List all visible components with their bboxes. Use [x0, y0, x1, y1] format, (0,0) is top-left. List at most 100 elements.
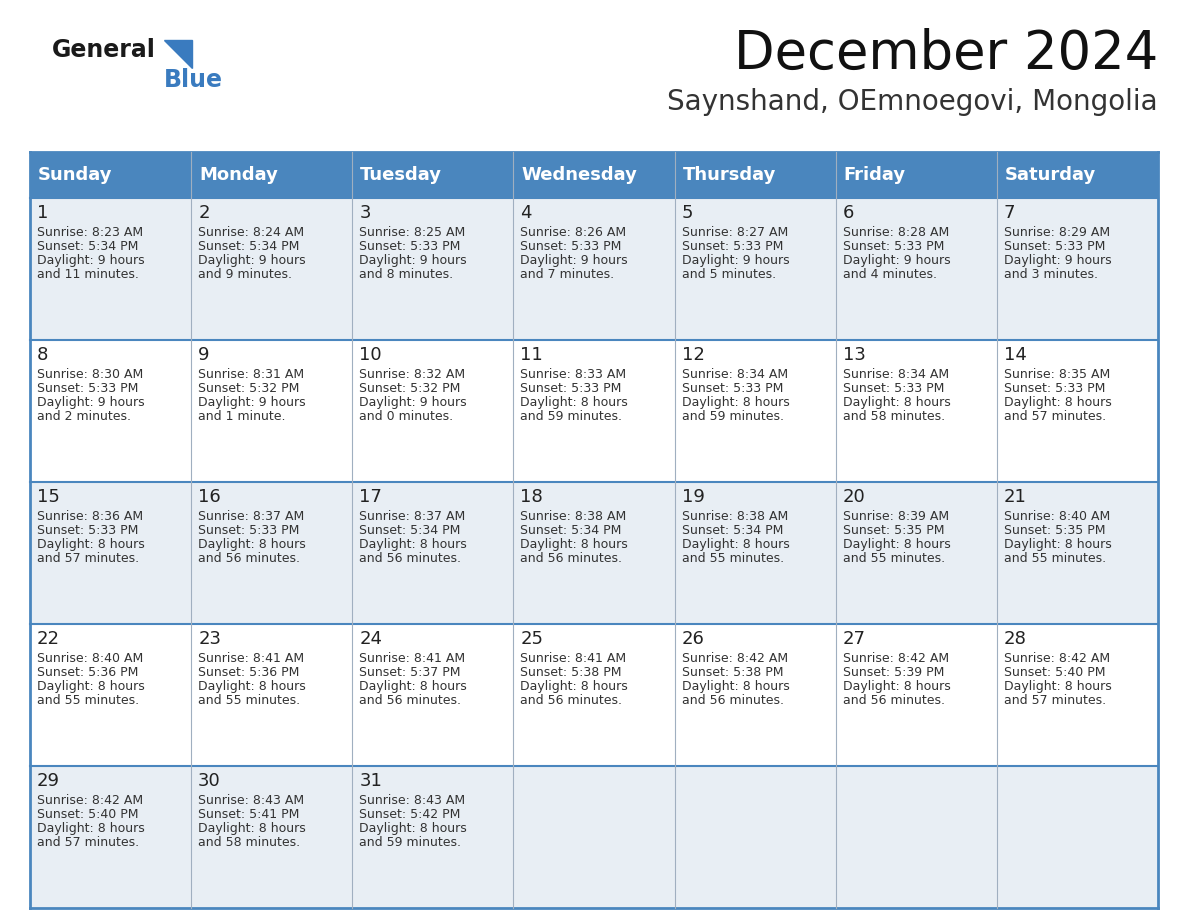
Text: Daylight: 8 hours: Daylight: 8 hours — [682, 680, 789, 693]
Text: Sunset: 5:33 PM: Sunset: 5:33 PM — [682, 240, 783, 253]
Text: 22: 22 — [37, 630, 61, 648]
Text: Sunrise: 8:33 AM: Sunrise: 8:33 AM — [520, 368, 626, 381]
Text: and 56 minutes.: and 56 minutes. — [359, 552, 461, 565]
Text: Daylight: 9 hours: Daylight: 9 hours — [198, 254, 305, 267]
Text: Sunset: 5:36 PM: Sunset: 5:36 PM — [198, 666, 299, 679]
Text: Sunset: 5:35 PM: Sunset: 5:35 PM — [1004, 524, 1105, 537]
Text: Sunset: 5:34 PM: Sunset: 5:34 PM — [359, 524, 461, 537]
Text: and 59 minutes.: and 59 minutes. — [520, 409, 623, 423]
Text: and 59 minutes.: and 59 minutes. — [682, 409, 784, 423]
Text: Sunset: 5:37 PM: Sunset: 5:37 PM — [359, 666, 461, 679]
Bar — [30, 340, 1158, 482]
Text: Sunrise: 8:34 AM: Sunrise: 8:34 AM — [842, 368, 949, 381]
Text: Sunrise: 8:42 AM: Sunrise: 8:42 AM — [37, 794, 143, 807]
Bar — [30, 482, 1158, 624]
Text: Sunrise: 8:37 AM: Sunrise: 8:37 AM — [359, 510, 466, 523]
Text: Friday: Friday — [843, 166, 905, 184]
Text: Daylight: 8 hours: Daylight: 8 hours — [37, 822, 145, 834]
Text: Sunset: 5:33 PM: Sunset: 5:33 PM — [1004, 240, 1105, 253]
Text: Sunrise: 8:41 AM: Sunrise: 8:41 AM — [359, 652, 466, 665]
Text: and 55 minutes.: and 55 minutes. — [37, 694, 139, 707]
Text: and 7 minutes.: and 7 minutes. — [520, 268, 614, 281]
Text: Sunset: 5:33 PM: Sunset: 5:33 PM — [520, 240, 621, 253]
Text: 13: 13 — [842, 346, 866, 364]
Text: Sunset: 5:33 PM: Sunset: 5:33 PM — [682, 382, 783, 395]
Text: Daylight: 9 hours: Daylight: 9 hours — [359, 254, 467, 267]
Text: Sunset: 5:33 PM: Sunset: 5:33 PM — [842, 240, 944, 253]
Text: 10: 10 — [359, 346, 381, 364]
Text: and 56 minutes.: and 56 minutes. — [842, 694, 944, 707]
Text: Sunset: 5:32 PM: Sunset: 5:32 PM — [359, 382, 461, 395]
Text: Daylight: 9 hours: Daylight: 9 hours — [1004, 254, 1112, 267]
Text: Daylight: 9 hours: Daylight: 9 hours — [520, 254, 628, 267]
Text: Thursday: Thursday — [683, 166, 776, 184]
Text: Tuesday: Tuesday — [360, 166, 442, 184]
Text: and 0 minutes.: and 0 minutes. — [359, 409, 454, 423]
Text: Saynshand, OEmnoegovi, Mongolia: Saynshand, OEmnoegovi, Mongolia — [668, 88, 1158, 116]
Text: Sunrise: 8:28 AM: Sunrise: 8:28 AM — [842, 226, 949, 239]
Text: Sunrise: 8:24 AM: Sunrise: 8:24 AM — [198, 226, 304, 239]
Text: 5: 5 — [682, 204, 693, 222]
Text: Sunrise: 8:32 AM: Sunrise: 8:32 AM — [359, 368, 466, 381]
Text: 25: 25 — [520, 630, 543, 648]
Text: Sunset: 5:33 PM: Sunset: 5:33 PM — [842, 382, 944, 395]
Bar — [30, 624, 1158, 766]
Text: Sunset: 5:33 PM: Sunset: 5:33 PM — [37, 524, 138, 537]
Text: Sunset: 5:34 PM: Sunset: 5:34 PM — [520, 524, 621, 537]
Text: Sunset: 5:38 PM: Sunset: 5:38 PM — [682, 666, 783, 679]
Text: 14: 14 — [1004, 346, 1026, 364]
Text: 2: 2 — [198, 204, 209, 222]
Text: 27: 27 — [842, 630, 866, 648]
Text: Sunset: 5:33 PM: Sunset: 5:33 PM — [37, 382, 138, 395]
Text: Sunset: 5:40 PM: Sunset: 5:40 PM — [37, 808, 139, 821]
Text: Daylight: 8 hours: Daylight: 8 hours — [1004, 680, 1112, 693]
Text: Daylight: 8 hours: Daylight: 8 hours — [1004, 396, 1112, 409]
Text: Sunrise: 8:40 AM: Sunrise: 8:40 AM — [37, 652, 144, 665]
Text: Sunset: 5:33 PM: Sunset: 5:33 PM — [1004, 382, 1105, 395]
Text: Sunrise: 8:41 AM: Sunrise: 8:41 AM — [198, 652, 304, 665]
Text: and 55 minutes.: and 55 minutes. — [842, 552, 944, 565]
Text: Sunrise: 8:38 AM: Sunrise: 8:38 AM — [682, 510, 788, 523]
Text: Sunrise: 8:27 AM: Sunrise: 8:27 AM — [682, 226, 788, 239]
Text: Daylight: 8 hours: Daylight: 8 hours — [842, 680, 950, 693]
Text: Daylight: 8 hours: Daylight: 8 hours — [198, 680, 305, 693]
Text: Daylight: 9 hours: Daylight: 9 hours — [37, 254, 145, 267]
Text: Sunset: 5:32 PM: Sunset: 5:32 PM — [198, 382, 299, 395]
Text: 23: 23 — [198, 630, 221, 648]
Text: 8: 8 — [37, 346, 49, 364]
Text: and 55 minutes.: and 55 minutes. — [1004, 552, 1106, 565]
Text: Sunrise: 8:36 AM: Sunrise: 8:36 AM — [37, 510, 143, 523]
Text: Sunset: 5:33 PM: Sunset: 5:33 PM — [359, 240, 461, 253]
Text: Sunrise: 8:23 AM: Sunrise: 8:23 AM — [37, 226, 143, 239]
Text: Sunset: 5:34 PM: Sunset: 5:34 PM — [682, 524, 783, 537]
Text: and 57 minutes.: and 57 minutes. — [1004, 694, 1106, 707]
Text: and 55 minutes.: and 55 minutes. — [682, 552, 784, 565]
Text: 17: 17 — [359, 488, 383, 506]
Text: Sunset: 5:38 PM: Sunset: 5:38 PM — [520, 666, 623, 679]
Text: Sunrise: 8:41 AM: Sunrise: 8:41 AM — [520, 652, 626, 665]
Text: 18: 18 — [520, 488, 543, 506]
Text: Sunrise: 8:42 AM: Sunrise: 8:42 AM — [682, 652, 788, 665]
Text: Sunrise: 8:37 AM: Sunrise: 8:37 AM — [198, 510, 304, 523]
Text: and 57 minutes.: and 57 minutes. — [1004, 409, 1106, 423]
Text: Sunrise: 8:42 AM: Sunrise: 8:42 AM — [842, 652, 949, 665]
Text: Sunset: 5:36 PM: Sunset: 5:36 PM — [37, 666, 138, 679]
Text: Sunset: 5:42 PM: Sunset: 5:42 PM — [359, 808, 461, 821]
Text: Sunset: 5:33 PM: Sunset: 5:33 PM — [520, 382, 621, 395]
Text: 4: 4 — [520, 204, 532, 222]
Text: 6: 6 — [842, 204, 854, 222]
Text: Daylight: 8 hours: Daylight: 8 hours — [842, 538, 950, 551]
Text: Sunset: 5:34 PM: Sunset: 5:34 PM — [37, 240, 138, 253]
Text: Sunrise: 8:31 AM: Sunrise: 8:31 AM — [198, 368, 304, 381]
Text: and 56 minutes.: and 56 minutes. — [198, 552, 301, 565]
Text: Daylight: 8 hours: Daylight: 8 hours — [520, 680, 628, 693]
Text: Daylight: 8 hours: Daylight: 8 hours — [37, 538, 145, 551]
Text: 30: 30 — [198, 772, 221, 790]
Polygon shape — [164, 40, 192, 68]
Text: and 57 minutes.: and 57 minutes. — [37, 552, 139, 565]
Text: Daylight: 8 hours: Daylight: 8 hours — [198, 538, 305, 551]
Text: and 1 minute.: and 1 minute. — [198, 409, 285, 423]
Text: 11: 11 — [520, 346, 543, 364]
Text: 3: 3 — [359, 204, 371, 222]
Text: Daylight: 8 hours: Daylight: 8 hours — [359, 538, 467, 551]
